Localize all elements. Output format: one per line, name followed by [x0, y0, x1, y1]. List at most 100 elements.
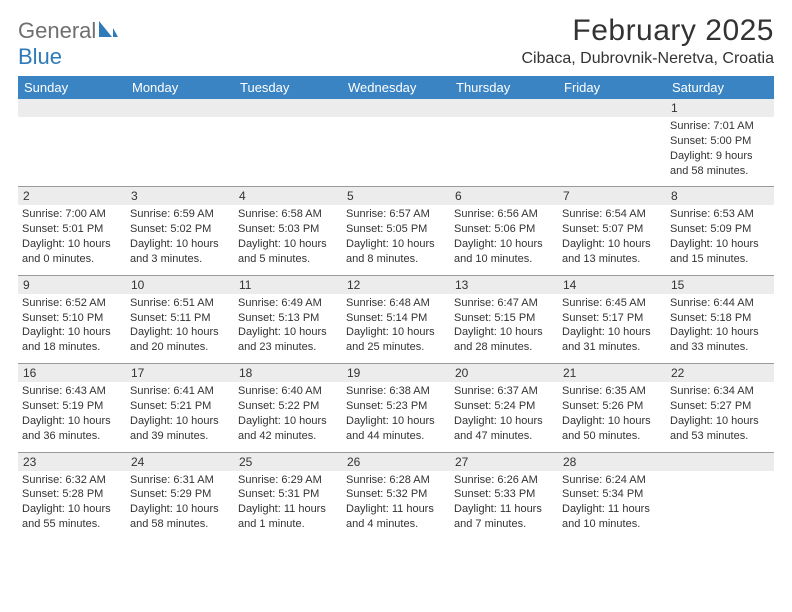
header: General Blue February 2025 Cibaca, Dubro… [18, 14, 774, 70]
sunrise-text: Sunrise: 6:51 AM [130, 296, 230, 311]
day-cell: Sunrise: 6:45 AMSunset: 5:17 PMDaylight:… [558, 294, 666, 364]
daylight-text: Daylight: 9 hours [670, 149, 770, 164]
daylight-text: and 47 minutes. [454, 429, 554, 444]
dayhead-thu: Thursday [450, 76, 558, 99]
sunset-text: Sunset: 5:26 PM [562, 399, 662, 414]
day-cell: Sunrise: 6:32 AMSunset: 5:28 PMDaylight:… [18, 471, 126, 540]
day-cell: Sunrise: 6:53 AMSunset: 5:09 PMDaylight:… [666, 205, 774, 275]
daylight-text: Daylight: 10 hours [346, 237, 446, 252]
dayhead-fri: Friday [558, 76, 666, 99]
day-cell: Sunrise: 6:26 AMSunset: 5:33 PMDaylight:… [450, 471, 558, 540]
day-cell: Sunrise: 6:52 AMSunset: 5:10 PMDaylight:… [18, 294, 126, 364]
daylight-text: Daylight: 10 hours [22, 414, 122, 429]
daylight-text: and 4 minutes. [346, 517, 446, 532]
day-cell: Sunrise: 7:00 AMSunset: 5:01 PMDaylight:… [18, 205, 126, 275]
daylight-text: and 42 minutes. [238, 429, 338, 444]
dayhead-mon: Monday [126, 76, 234, 99]
day-cell: Sunrise: 6:24 AMSunset: 5:34 PMDaylight:… [558, 471, 666, 540]
day-number-cell: 8 [666, 187, 774, 206]
sunrise-text: Sunrise: 6:35 AM [562, 384, 662, 399]
daylight-text: and 13 minutes. [562, 252, 662, 267]
daylight-text: Daylight: 10 hours [22, 237, 122, 252]
sunset-text: Sunset: 5:11 PM [130, 311, 230, 326]
sunrise-text: Sunrise: 6:31 AM [130, 473, 230, 488]
daylight-text: Daylight: 10 hours [22, 502, 122, 517]
daylight-text: and 0 minutes. [22, 252, 122, 267]
sunset-text: Sunset: 5:27 PM [670, 399, 770, 414]
sunrise-text: Sunrise: 6:54 AM [562, 207, 662, 222]
day-number-cell: 9 [18, 275, 126, 294]
sunrise-text: Sunrise: 6:48 AM [346, 296, 446, 311]
daylight-text: Daylight: 10 hours [562, 237, 662, 252]
day-cell: Sunrise: 6:44 AMSunset: 5:18 PMDaylight:… [666, 294, 774, 364]
daylight-text: Daylight: 10 hours [454, 237, 554, 252]
day-cell [18, 117, 126, 187]
daylight-text: and 15 minutes. [670, 252, 770, 267]
daylight-text: Daylight: 10 hours [22, 325, 122, 340]
daylight-text: Daylight: 11 hours [562, 502, 662, 517]
day-cell: Sunrise: 6:58 AMSunset: 5:03 PMDaylight:… [234, 205, 342, 275]
daylight-text: and 1 minute. [238, 517, 338, 532]
daylight-text: and 36 minutes. [22, 429, 122, 444]
sunrise-text: Sunrise: 6:57 AM [346, 207, 446, 222]
day-number-cell: 18 [234, 364, 342, 383]
day-cell: Sunrise: 6:47 AMSunset: 5:15 PMDaylight:… [450, 294, 558, 364]
sunset-text: Sunset: 5:33 PM [454, 487, 554, 502]
dayhead-sun: Sunday [18, 76, 126, 99]
daylight-text: and 25 minutes. [346, 340, 446, 355]
day-number-cell: 15 [666, 275, 774, 294]
day-number-cell: 2 [18, 187, 126, 206]
day-number-cell [342, 99, 450, 117]
title-block: February 2025 Cibaca, Dubrovnik-Neretva,… [521, 14, 774, 68]
daylight-text: Daylight: 10 hours [238, 237, 338, 252]
sunset-text: Sunset: 5:01 PM [22, 222, 122, 237]
day-number-cell: 24 [126, 452, 234, 471]
day-cell: Sunrise: 7:01 AMSunset: 5:00 PMDaylight:… [666, 117, 774, 187]
sunset-text: Sunset: 5:09 PM [670, 222, 770, 237]
daylight-text: Daylight: 10 hours [562, 325, 662, 340]
sunrise-text: Sunrise: 6:56 AM [454, 207, 554, 222]
sunrise-text: Sunrise: 6:53 AM [670, 207, 770, 222]
day-cell [666, 471, 774, 540]
sunset-text: Sunset: 5:13 PM [238, 311, 338, 326]
day-cell: Sunrise: 6:48 AMSunset: 5:14 PMDaylight:… [342, 294, 450, 364]
day-cell [450, 117, 558, 187]
day-number-cell: 4 [234, 187, 342, 206]
sunset-text: Sunset: 5:19 PM [22, 399, 122, 414]
sail-icon [98, 20, 118, 38]
day-number-cell [126, 99, 234, 117]
day-number-cell: 21 [558, 364, 666, 383]
dayhead-wed: Wednesday [342, 76, 450, 99]
daylight-text: and 28 minutes. [454, 340, 554, 355]
daylight-text: and 10 minutes. [562, 517, 662, 532]
day-number-cell [450, 99, 558, 117]
daylight-text: and 50 minutes. [562, 429, 662, 444]
daylight-text: and 33 minutes. [670, 340, 770, 355]
sunset-text: Sunset: 5:31 PM [238, 487, 338, 502]
brand-logo: General Blue [18, 14, 118, 70]
day-number-cell: 28 [558, 452, 666, 471]
day-number-cell [666, 452, 774, 471]
sunset-text: Sunset: 5:03 PM [238, 222, 338, 237]
day-number-cell: 17 [126, 364, 234, 383]
week-content-row: Sunrise: 7:01 AMSunset: 5:00 PMDaylight:… [18, 117, 774, 187]
day-cell: Sunrise: 6:43 AMSunset: 5:19 PMDaylight:… [18, 382, 126, 452]
week-content-row: Sunrise: 6:52 AMSunset: 5:10 PMDaylight:… [18, 294, 774, 364]
daylight-text: Daylight: 10 hours [130, 502, 230, 517]
sunset-text: Sunset: 5:34 PM [562, 487, 662, 502]
day-number-cell: 16 [18, 364, 126, 383]
daylight-text: Daylight: 10 hours [238, 325, 338, 340]
week-number-row: 232425262728 [18, 452, 774, 471]
sunset-text: Sunset: 5:29 PM [130, 487, 230, 502]
day-number-cell: 6 [450, 187, 558, 206]
day-number-cell: 10 [126, 275, 234, 294]
day-number-cell: 14 [558, 275, 666, 294]
day-cell: Sunrise: 6:29 AMSunset: 5:31 PMDaylight:… [234, 471, 342, 540]
sunset-text: Sunset: 5:07 PM [562, 222, 662, 237]
sunrise-text: Sunrise: 6:28 AM [346, 473, 446, 488]
sunset-text: Sunset: 5:23 PM [346, 399, 446, 414]
sunrise-text: Sunrise: 6:52 AM [22, 296, 122, 311]
daylight-text: and 23 minutes. [238, 340, 338, 355]
sunrise-text: Sunrise: 7:00 AM [22, 207, 122, 222]
day-cell [126, 117, 234, 187]
